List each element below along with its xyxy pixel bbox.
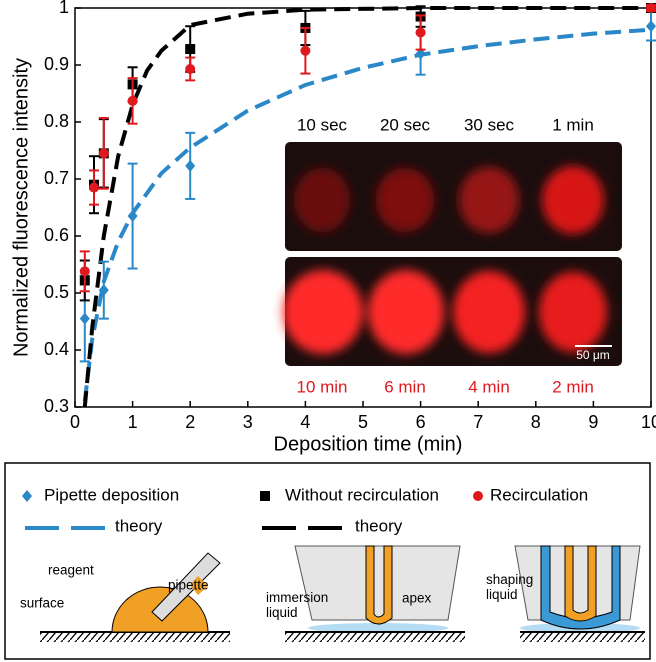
blue-channel <box>540 545 621 630</box>
legend-label: Recirculation <box>490 485 588 504</box>
droplet <box>539 272 607 352</box>
legend-label: Pipette deposition <box>44 485 179 504</box>
y-tick-label: 0.4 <box>44 339 69 359</box>
marker <box>98 284 109 297</box>
diagram-label: reagent <box>48 563 94 578</box>
y-axis-title: Normalized fluorescence intensity <box>10 58 32 357</box>
theory-curve <box>82 27 652 402</box>
x-tick-label: 0 <box>70 412 80 432</box>
diagram-label: surface <box>20 596 64 611</box>
x-tick-label: 2 <box>185 412 195 432</box>
pipette-tip <box>190 576 208 595</box>
x-tick-label: 7 <box>473 412 483 432</box>
schematics <box>40 545 645 642</box>
marker <box>127 95 138 106</box>
x-tick-label: 1 <box>128 412 138 432</box>
droplet <box>376 168 434 232</box>
immersion-pool <box>308 623 448 633</box>
x-tick-label: 4 <box>300 412 310 432</box>
hatch <box>285 632 465 642</box>
inset-label: 20 sec <box>380 115 431 134</box>
inset-label: 1 min <box>552 115 594 134</box>
x-tick-label: 9 <box>588 412 598 432</box>
droplet <box>453 271 525 353</box>
legend-label: Without recirculation <box>285 485 439 504</box>
pipette-shape <box>151 552 221 622</box>
droplet <box>368 270 444 354</box>
legend-marker <box>260 491 270 501</box>
y-tick-label: 0.5 <box>44 282 69 302</box>
y-tick-label: 0.8 <box>44 111 69 131</box>
legend-marker <box>473 491 483 501</box>
head-shape <box>514 545 641 621</box>
marker <box>185 44 196 55</box>
x-tick-label: 6 <box>416 412 426 432</box>
inset-label: 2 min <box>552 377 594 396</box>
marker <box>79 312 90 325</box>
legend-panel <box>4 462 651 660</box>
diagram-label: pipette <box>168 578 209 593</box>
x-tick-label: 8 <box>531 412 541 432</box>
inset-label: 10 min <box>296 377 347 396</box>
inset: 50 μm <box>283 142 622 366</box>
y-tick-label: 0.6 <box>44 225 69 245</box>
legend-label: theory <box>355 516 403 535</box>
x-axis-title: Deposition time (min) <box>274 433 463 455</box>
marker <box>646 20 656 33</box>
plot: 0.30.40.50.60.70.80.91012345678910Deposi… <box>10 0 656 455</box>
droplet <box>283 270 363 354</box>
y-tick-label: 0.3 <box>44 396 69 416</box>
inset-label: 4 min <box>468 377 510 396</box>
diagram-label: apex <box>402 591 432 606</box>
y-tick-label: 0.7 <box>44 168 69 188</box>
marker <box>89 182 100 193</box>
hatch <box>40 632 230 642</box>
marker <box>185 63 196 74</box>
legend-label: theory <box>115 516 163 535</box>
marker <box>185 159 196 172</box>
marker <box>300 45 311 56</box>
marker <box>646 3 656 13</box>
marker <box>415 27 426 38</box>
droplet <box>459 167 519 233</box>
legend-marker <box>22 490 32 502</box>
hatch <box>520 632 645 642</box>
marker <box>127 210 138 223</box>
orange-channel <box>365 545 393 625</box>
y-tick-label: 0.9 <box>44 54 69 74</box>
marker <box>79 266 90 277</box>
x-tick-label: 5 <box>358 412 368 432</box>
scale-label: 50 μm <box>576 348 610 362</box>
marker <box>98 148 109 159</box>
inset-row <box>285 142 622 251</box>
droplet <box>294 168 350 232</box>
theory-curve <box>82 6 651 408</box>
head-shape <box>294 545 461 621</box>
diagram-label: immersion liquid <box>266 590 328 620</box>
inset-label: 6 min <box>384 377 426 396</box>
inset-label: 10 sec <box>297 115 348 134</box>
x-tick-label: 3 <box>243 412 253 432</box>
x-tick-label: 10 <box>641 412 656 432</box>
y-tick-label: 1 <box>59 0 69 17</box>
droplet <box>542 166 604 234</box>
diagram-label: shaping liquid <box>486 572 533 602</box>
orange-channel <box>564 545 597 622</box>
inset-label: 30 sec <box>464 115 515 134</box>
